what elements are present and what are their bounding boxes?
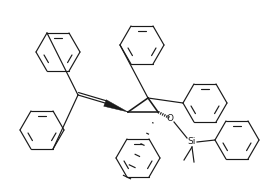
Text: Si: Si [188, 138, 196, 146]
Text: O: O [166, 113, 173, 122]
Polygon shape [104, 100, 128, 112]
